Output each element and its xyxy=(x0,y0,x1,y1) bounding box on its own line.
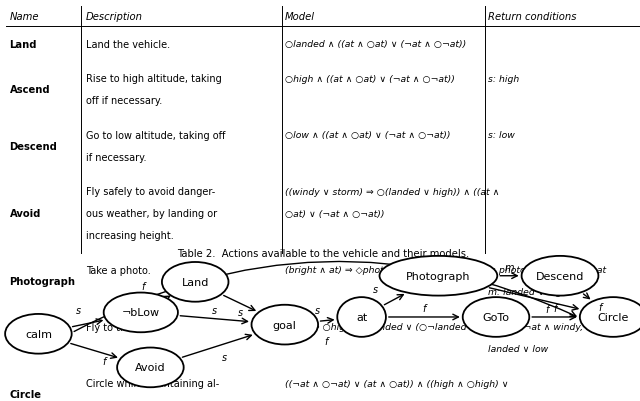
Text: Take a photo.: Take a photo. xyxy=(86,265,150,275)
Text: f: f xyxy=(141,282,145,291)
Text: m: m xyxy=(505,262,514,272)
Text: Return conditions: Return conditions xyxy=(488,12,577,22)
Text: Circle: Circle xyxy=(10,389,42,399)
Text: Land the vehicle.: Land the vehicle. xyxy=(86,39,170,49)
Text: Descend: Descend xyxy=(536,271,584,281)
Text: s: photo, f: ¬bright ∨ ¬at: s: photo, f: ¬bright ∨ ¬at xyxy=(488,266,606,275)
Text: Ascend: Ascend xyxy=(10,85,50,95)
Text: ○high ∧ ((at ∧ ○at) ∨ (¬at ∧ ○¬at)): ○high ∧ ((at ∧ ○at) ∨ (¬at ∧ ○¬at)) xyxy=(285,75,455,83)
Ellipse shape xyxy=(380,256,497,296)
Text: Rise to high altitude, taking: Rise to high altitude, taking xyxy=(86,74,221,84)
Text: Table 2.  Actions available to the vehicle and their models.: Table 2. Actions available to the vehicl… xyxy=(177,248,469,258)
Text: f: f xyxy=(102,356,106,367)
Text: ○low ∧ ((at ∧ ○at) ∨ (¬at ∧ ○¬at)): ○low ∧ ((at ∧ ○at) ∨ (¬at ∧ ○¬at)) xyxy=(285,131,451,140)
Ellipse shape xyxy=(117,348,184,387)
Text: Name: Name xyxy=(10,12,39,22)
Text: f: f xyxy=(553,303,556,313)
Text: Circle: Circle xyxy=(597,312,629,322)
Ellipse shape xyxy=(337,298,386,337)
Text: GoTo: GoTo xyxy=(483,312,509,322)
Text: ○at) ∨ (¬at ∧ ○¬at)): ○at) ∨ (¬at ∧ ○¬at)) xyxy=(285,209,385,218)
Text: f: f xyxy=(422,303,426,313)
Text: ○landed ∧ ((at ∧ ○at) ∨ (¬at ∧ ○¬at)): ○landed ∧ ((at ∧ ○at) ∨ (¬at ∧ ○¬at)) xyxy=(285,40,467,49)
Text: (high ⇒ ○high) ∧ (landed ∨ (○¬landed ∧ ◇at)): (high ⇒ ○high) ∧ (landed ∨ (○¬landed ∧ ◇… xyxy=(285,322,503,331)
Text: Photograph: Photograph xyxy=(406,271,470,281)
Text: s: s xyxy=(212,305,217,315)
Text: Description: Description xyxy=(86,12,143,22)
Text: ¬bLow: ¬bLow xyxy=(122,308,160,318)
Text: ((¬at ∧ ○¬at) ∨ (at ∧ ○at)) ∧ ((high ∧ ○high) ∨: ((¬at ∧ ○¬at) ∨ (at ∧ ○at)) ∧ ((high ∧ ○… xyxy=(285,379,509,388)
Ellipse shape xyxy=(162,262,228,302)
Text: titude and location: titude and location xyxy=(86,400,178,401)
Text: Land: Land xyxy=(10,39,37,49)
Ellipse shape xyxy=(463,298,529,337)
Text: f: f xyxy=(598,303,602,313)
Text: f: f xyxy=(324,336,328,346)
Text: s: low: s: low xyxy=(488,131,515,140)
Text: Descend: Descend xyxy=(10,142,58,152)
Text: s: high: s: high xyxy=(488,75,519,83)
Text: Avoid: Avoid xyxy=(135,363,166,373)
Text: ous weather, by landing or: ous weather, by landing or xyxy=(86,209,217,219)
Ellipse shape xyxy=(252,305,318,344)
Text: at: at xyxy=(356,312,367,322)
Text: landed ∨ low: landed ∨ low xyxy=(488,344,548,353)
Text: s: s xyxy=(372,284,378,294)
Text: s: s xyxy=(221,352,227,362)
Ellipse shape xyxy=(5,314,72,354)
Text: Fly to the goal.: Fly to the goal. xyxy=(86,322,159,332)
Text: off if necessary.: off if necessary. xyxy=(86,96,162,106)
Text: s: s xyxy=(237,308,243,318)
Text: if necessary.: if necessary. xyxy=(86,152,146,162)
Ellipse shape xyxy=(522,256,598,296)
Text: GoTo: GoTo xyxy=(10,333,37,342)
Text: Model: Model xyxy=(285,12,315,22)
Text: Go to low altitude, taking off: Go to low altitude, taking off xyxy=(86,131,225,140)
Text: ((windy ∨ storm) ⇒ ○(landed ∨ high)) ∧ ((at ∧: ((windy ∨ storm) ⇒ ○(landed ∨ high)) ∧ (… xyxy=(285,188,500,196)
Text: Circle while maintaining al-: Circle while maintaining al- xyxy=(86,378,219,388)
Text: Land: Land xyxy=(182,277,209,287)
Text: calm: calm xyxy=(25,329,52,339)
Text: s: at, f: ¬at ∧ windy, m:: s: at, f: ¬at ∧ windy, m: xyxy=(488,322,598,331)
Ellipse shape xyxy=(104,293,178,332)
Text: Avoid: Avoid xyxy=(10,209,41,219)
Ellipse shape xyxy=(580,298,640,337)
Text: s: s xyxy=(76,305,81,315)
Text: Photograph: Photograph xyxy=(10,276,76,286)
Text: s: s xyxy=(316,305,321,315)
Text: Fly safely to avoid danger-: Fly safely to avoid danger- xyxy=(86,187,215,197)
Text: (bright ∧ at) ⇒ ◇photo: (bright ∧ at) ⇒ ◇photo xyxy=(285,266,390,275)
Text: goal: goal xyxy=(273,320,297,330)
Text: f: f xyxy=(545,304,549,314)
Text: increasing height.: increasing height. xyxy=(86,231,173,241)
Text: m: landed ∨ high: m: landed ∨ high xyxy=(488,288,568,297)
